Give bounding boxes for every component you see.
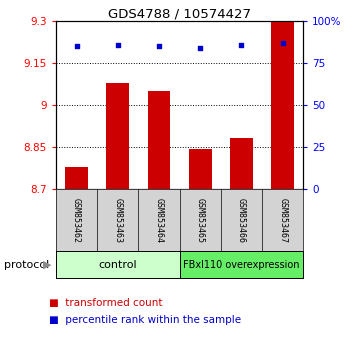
Title: GDS4788 / 10574427: GDS4788 / 10574427 xyxy=(108,7,251,20)
Text: GSM853467: GSM853467 xyxy=(278,198,287,243)
Bar xyxy=(148,91,170,189)
Bar xyxy=(271,21,294,189)
Text: GSM853463: GSM853463 xyxy=(113,198,122,243)
Point xyxy=(239,42,244,48)
Text: GSM853464: GSM853464 xyxy=(155,198,164,243)
Point xyxy=(115,42,121,48)
Text: protocol: protocol xyxy=(4,259,49,270)
Text: control: control xyxy=(99,259,137,270)
Text: ■  percentile rank within the sample: ■ percentile rank within the sample xyxy=(49,315,241,325)
Text: GSM853462: GSM853462 xyxy=(72,198,81,243)
Bar xyxy=(230,138,253,189)
Bar xyxy=(106,83,129,189)
Text: ■  transformed count: ■ transformed count xyxy=(49,298,162,308)
Text: FBxl110 overexpression: FBxl110 overexpression xyxy=(183,259,300,270)
Text: GSM853466: GSM853466 xyxy=(237,198,246,243)
Point xyxy=(197,45,203,51)
Point xyxy=(156,44,162,49)
Point xyxy=(280,40,286,46)
Bar xyxy=(189,149,212,189)
Bar xyxy=(65,167,88,189)
Text: GSM853465: GSM853465 xyxy=(196,198,205,243)
Point xyxy=(74,44,79,49)
Text: ▶: ▶ xyxy=(43,259,51,270)
